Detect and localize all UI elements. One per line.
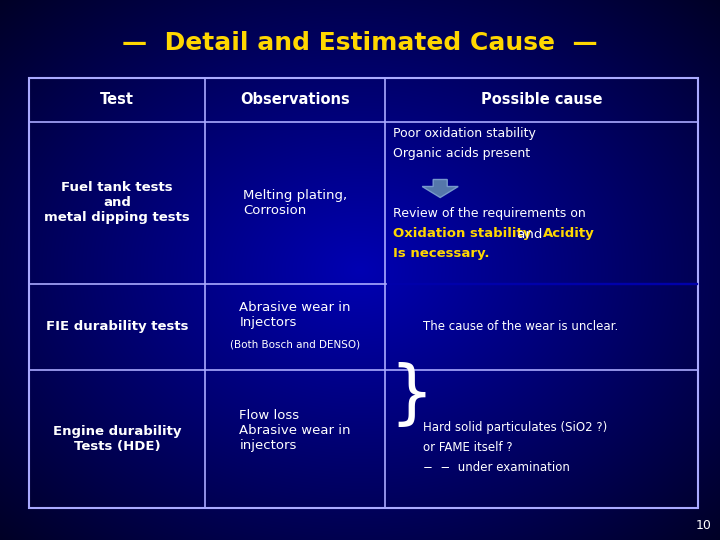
Text: Hard solid particulates (SiO2 ?): Hard solid particulates (SiO2 ?) (423, 421, 608, 434)
Text: Observations: Observations (240, 92, 350, 107)
Text: −  −  under examination: − − under examination (423, 461, 570, 474)
Text: Review of the requirements on: Review of the requirements on (393, 207, 586, 220)
Text: Organic acids present: Organic acids present (393, 147, 531, 160)
Text: Melting plating,
Corrosion: Melting plating, Corrosion (243, 188, 347, 217)
Text: }: } (390, 362, 433, 429)
Text: (Both Bosch and DENSO): (Both Bosch and DENSO) (230, 340, 360, 350)
Text: Acidity: Acidity (543, 227, 595, 240)
Polygon shape (422, 179, 458, 198)
Text: Is necessary.: Is necessary. (393, 247, 490, 260)
Text: —  Detail and Estimated Cause  —: — Detail and Estimated Cause — (122, 31, 598, 55)
Text: Poor oxidation stability: Poor oxidation stability (393, 127, 536, 140)
Text: Flow loss
Abrasive wear in
injectors: Flow loss Abrasive wear in injectors (240, 409, 351, 453)
Text: and: and (513, 227, 546, 240)
Text: 10: 10 (696, 519, 712, 532)
Text: Test: Test (100, 92, 134, 107)
Text: or FAME itself ?: or FAME itself ? (423, 441, 513, 454)
Text: Abrasive wear in
Injectors: Abrasive wear in Injectors (240, 301, 351, 329)
Text: Possible cause: Possible cause (481, 92, 603, 107)
Text: Fuel tank tests
and
metal dipping tests: Fuel tank tests and metal dipping tests (44, 181, 190, 224)
Text: Oxidation stability: Oxidation stability (393, 227, 531, 240)
Text: The cause of the wear is unclear.: The cause of the wear is unclear. (423, 320, 618, 333)
Text: FIE durability tests: FIE durability tests (46, 320, 188, 333)
Bar (29, 78, 698, 508)
Text: Engine durability
Tests (HDE): Engine durability Tests (HDE) (53, 425, 181, 453)
